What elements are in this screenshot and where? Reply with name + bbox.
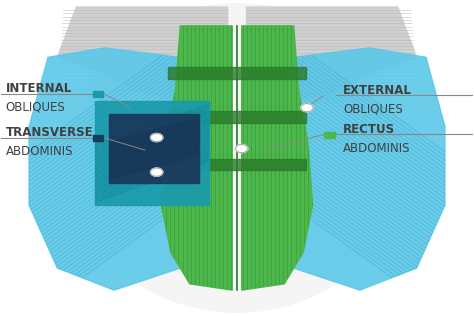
Bar bbox=[168, 67, 306, 79]
Polygon shape bbox=[29, 48, 209, 290]
Bar bbox=[168, 159, 306, 170]
Text: OBLIQUES: OBLIQUES bbox=[5, 101, 65, 114]
Bar bbox=[168, 112, 306, 123]
Text: ABDOMINIS: ABDOMINIS bbox=[5, 145, 73, 158]
Circle shape bbox=[151, 168, 163, 176]
Text: TRANSVERSE: TRANSVERSE bbox=[5, 126, 93, 139]
Polygon shape bbox=[242, 26, 313, 290]
Text: ABDOMINIS: ABDOMINIS bbox=[343, 142, 411, 155]
Circle shape bbox=[301, 104, 313, 112]
Bar bbox=[324, 132, 335, 137]
Circle shape bbox=[151, 133, 163, 142]
Polygon shape bbox=[265, 48, 445, 290]
Polygon shape bbox=[95, 101, 209, 205]
Polygon shape bbox=[161, 26, 232, 290]
Bar bbox=[93, 135, 103, 141]
Polygon shape bbox=[57, 7, 228, 101]
Polygon shape bbox=[109, 114, 199, 183]
Circle shape bbox=[236, 144, 248, 153]
Bar bbox=[324, 93, 335, 98]
Text: RECTUS: RECTUS bbox=[343, 123, 395, 136]
Text: INTERNAL: INTERNAL bbox=[5, 82, 72, 95]
Ellipse shape bbox=[67, 4, 407, 312]
Text: OBLIQUES: OBLIQUES bbox=[343, 102, 403, 116]
Text: EXTERNAL: EXTERNAL bbox=[343, 84, 412, 97]
Bar bbox=[93, 91, 103, 97]
Polygon shape bbox=[246, 7, 417, 101]
